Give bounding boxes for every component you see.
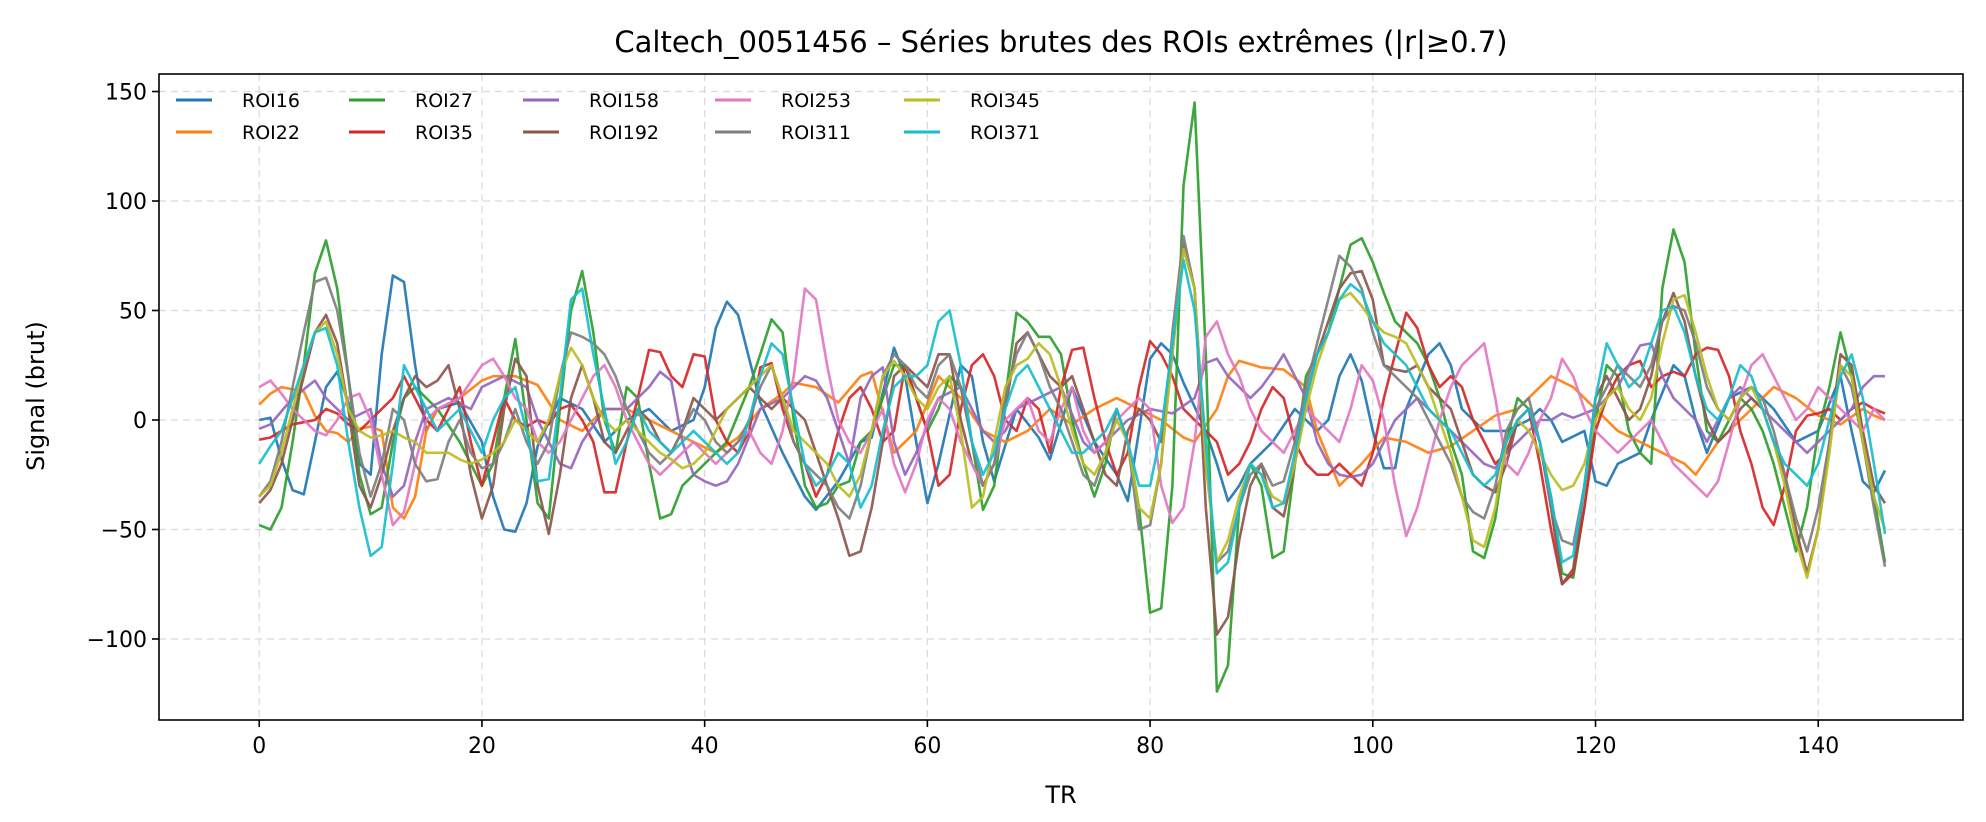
y-axis-label: Signal (brut) <box>22 321 50 471</box>
y-tick-label: 100 <box>105 190 147 215</box>
series-lines <box>258 101 1887 693</box>
x-axis-label: TR <box>1044 781 1076 809</box>
x-tick-label: 140 <box>1797 734 1839 759</box>
legend-label-roi311: ROI311 <box>781 122 851 144</box>
y-tick-label: 0 <box>133 409 147 434</box>
legend-label-roi158: ROI158 <box>589 90 659 112</box>
x-tick-label: 0 <box>252 734 266 759</box>
x-tick-label: 60 <box>913 734 941 759</box>
x-tick-label: 120 <box>1575 734 1617 759</box>
chart-title: Caltech_0051456 – Séries brutes des ROIs… <box>614 25 1507 59</box>
series-line-roi253 <box>258 287 1886 538</box>
legend-label-roi27: ROI27 <box>415 90 473 112</box>
legend: ROI16 ROI22 ROI27 ROI35 ROI158 ROI192 ROI253 RO… <box>176 90 1040 144</box>
x-tick-label: 40 <box>691 734 719 759</box>
series-line-roi371 <box>258 258 1887 575</box>
x-tick-label: 100 <box>1352 734 1394 759</box>
y-tick-label: −100 <box>87 628 147 653</box>
legend-label-roi16: ROI16 <box>242 90 300 112</box>
plot-frame <box>158 73 1964 721</box>
x-tick-label: 80 <box>1136 734 1164 759</box>
x-tick-label: 20 <box>468 734 496 759</box>
legend-label-roi35: ROI35 <box>415 122 473 144</box>
y-tick-label: −50 <box>101 518 147 543</box>
legend-label-roi371: ROI371 <box>970 122 1040 144</box>
axes: 0 20 40 60 80 100 120 140 −100 −50 0 50 100 150 <box>87 73 1964 759</box>
series-line-roi345 <box>258 247 1887 580</box>
legend-label-roi22: ROI22 <box>242 122 300 144</box>
legend-label-roi192: ROI192 <box>589 122 659 144</box>
legend-label-roi345: ROI345 <box>970 90 1040 112</box>
legend-label-roi253: ROI253 <box>781 90 851 112</box>
series-line-roi22 <box>258 359 1886 520</box>
y-tick-label: 150 <box>105 81 147 106</box>
y-tick-label: 50 <box>119 300 147 325</box>
